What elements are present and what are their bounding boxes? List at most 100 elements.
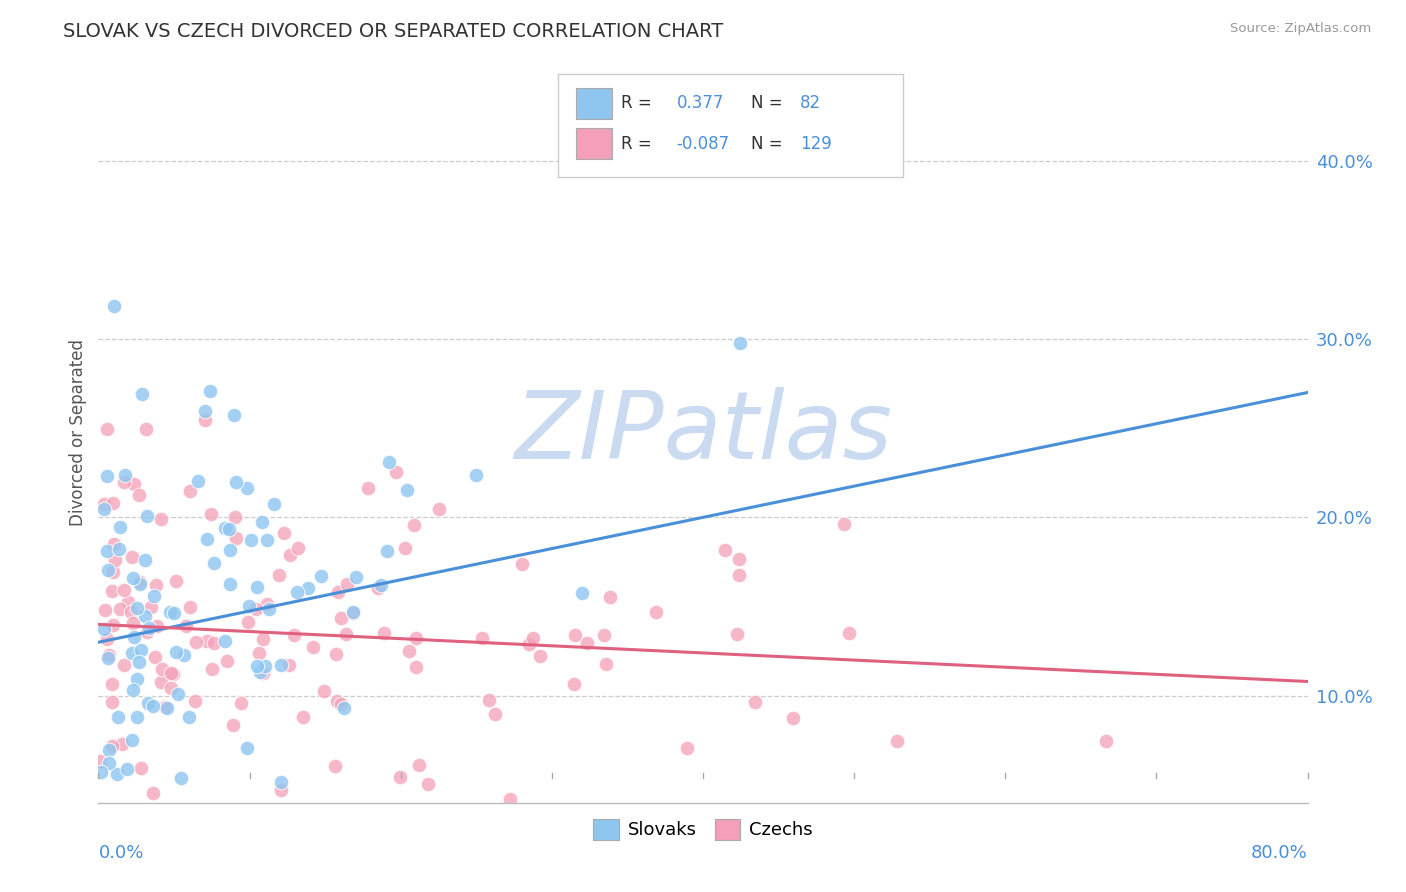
- Point: [246, 659, 269, 673]
- Point: [236, 481, 259, 495]
- Point: [256, 533, 278, 547]
- Point: [112, 475, 135, 490]
- Point: [257, 601, 280, 615]
- Point: [129, 761, 152, 775]
- Point: [217, 654, 239, 668]
- Point: [98, 648, 121, 662]
- Point: [599, 590, 621, 604]
- Point: [101, 566, 124, 580]
- Legend: Slovaks, Czechs: Slovaks, Czechs: [586, 812, 820, 847]
- Point: [145, 577, 167, 591]
- Point: [197, 533, 219, 547]
- Point: [170, 771, 193, 785]
- Point: [336, 577, 359, 591]
- Point: [90, 765, 112, 780]
- Text: -0.087: -0.087: [676, 135, 730, 153]
- Point: [103, 299, 125, 313]
- Point: [129, 577, 152, 591]
- Point: [225, 531, 247, 545]
- Point: [838, 626, 860, 640]
- Point: [160, 681, 183, 695]
- Point: [225, 475, 247, 489]
- Point: [128, 488, 150, 502]
- Point: [224, 509, 246, 524]
- Point: [195, 633, 218, 648]
- Point: [302, 640, 325, 654]
- Point: [173, 648, 195, 663]
- Point: [373, 626, 395, 640]
- Point: [142, 698, 165, 713]
- Point: [93, 501, 115, 516]
- Point: [1094, 733, 1116, 747]
- Point: [184, 635, 207, 649]
- Point: [832, 517, 855, 532]
- Point: [342, 605, 364, 619]
- Point: [139, 600, 162, 615]
- Point: [117, 595, 139, 609]
- Point: [135, 509, 157, 524]
- Point: [725, 627, 748, 641]
- Point: [96, 469, 118, 483]
- Point: [278, 548, 301, 562]
- Text: R =: R =: [621, 135, 651, 153]
- Point: [510, 557, 533, 571]
- Point: [378, 454, 401, 468]
- Point: [270, 657, 292, 672]
- Point: [155, 700, 177, 714]
- Point: [200, 384, 222, 399]
- Point: [101, 584, 124, 599]
- Point: [564, 628, 586, 642]
- Point: [194, 412, 217, 426]
- Point: [571, 585, 593, 599]
- Point: [101, 695, 124, 709]
- Point: [218, 522, 240, 536]
- Point: [367, 581, 389, 595]
- Point: [283, 628, 305, 642]
- Point: [143, 589, 166, 603]
- Point: [127, 600, 149, 615]
- Point: [402, 517, 425, 532]
- Point: [253, 659, 276, 673]
- Point: [728, 567, 751, 582]
- Point: [287, 541, 309, 556]
- Text: R =: R =: [621, 95, 651, 112]
- Point: [121, 550, 143, 565]
- Point: [97, 743, 120, 757]
- Point: [222, 408, 245, 422]
- Point: [219, 577, 242, 591]
- Point: [150, 674, 173, 689]
- Point: [179, 483, 201, 498]
- Point: [108, 602, 131, 616]
- Point: [124, 630, 146, 644]
- Text: 129: 129: [800, 135, 831, 153]
- Point: [100, 820, 122, 834]
- Point: [149, 512, 172, 526]
- Point: [96, 543, 118, 558]
- Point: [179, 710, 201, 724]
- Point: [645, 605, 668, 619]
- Point: [125, 710, 148, 724]
- Point: [270, 783, 292, 797]
- Point: [121, 732, 143, 747]
- Point: [174, 618, 197, 632]
- Point: [200, 508, 222, 522]
- Text: ZIPatlas: ZIPatlas: [515, 387, 891, 478]
- Point: [332, 701, 354, 715]
- Point: [112, 657, 135, 672]
- Point: [143, 650, 166, 665]
- Point: [101, 496, 124, 510]
- Point: [115, 763, 138, 777]
- Point: [252, 632, 274, 646]
- Point: [405, 631, 427, 645]
- Point: [221, 717, 243, 731]
- Point: [323, 759, 346, 773]
- Point: [214, 520, 236, 534]
- Point: [427, 502, 450, 516]
- Point: [138, 696, 160, 710]
- Point: [121, 571, 143, 585]
- Point: [179, 600, 201, 615]
- Point: [335, 627, 357, 641]
- Point: [278, 658, 301, 673]
- Point: [101, 739, 124, 753]
- Point: [165, 574, 187, 588]
